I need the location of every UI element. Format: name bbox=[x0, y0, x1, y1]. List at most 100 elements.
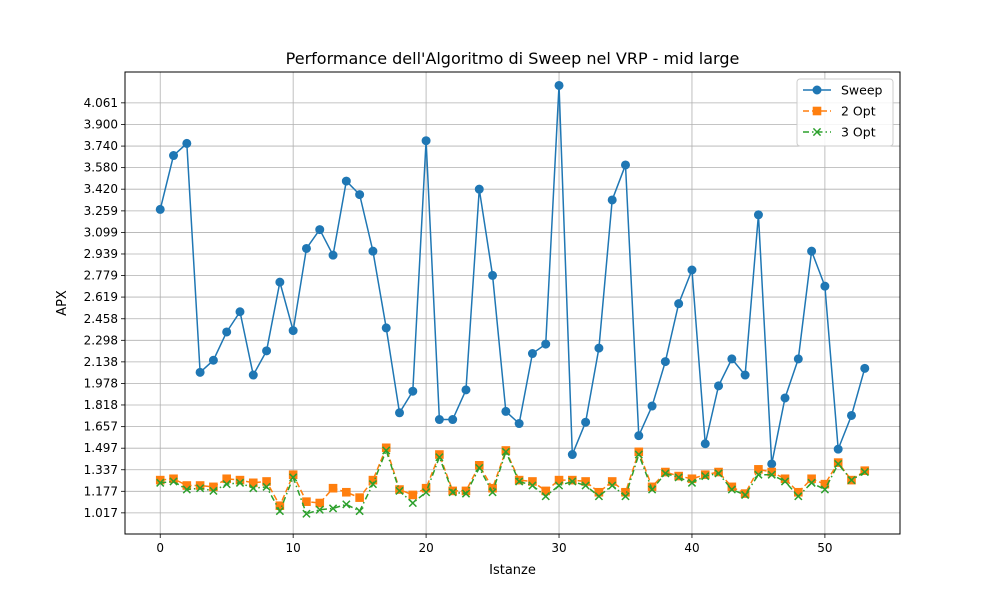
data-point-3-opt bbox=[195, 484, 205, 493]
x-marker-stroke bbox=[156, 478, 165, 487]
y-tick-label: 3.420 bbox=[84, 182, 118, 196]
data-point-2-opt bbox=[342, 487, 351, 497]
y-tick-label: 2.298 bbox=[84, 333, 118, 347]
data-point-3-opt bbox=[169, 477, 178, 486]
x-tick-label: 0 bbox=[156, 541, 164, 555]
x-marker-stroke bbox=[528, 481, 537, 490]
data-point-sweep bbox=[488, 270, 498, 280]
data-point-sweep bbox=[421, 136, 431, 146]
data-point-3-opt bbox=[727, 485, 736, 494]
x-marker-stroke bbox=[235, 478, 245, 487]
data-point-sweep bbox=[208, 355, 218, 365]
x-tick-label: 10 bbox=[286, 541, 301, 555]
data-point-3-opt bbox=[634, 450, 643, 459]
data-point-sweep bbox=[381, 323, 391, 333]
data-point-3-opt bbox=[275, 506, 284, 516]
data-point-2-opt bbox=[607, 477, 617, 486]
y-tick-label: 1.337 bbox=[84, 463, 118, 477]
x-marker-stroke bbox=[608, 481, 617, 490]
x-marker-stroke bbox=[581, 481, 590, 490]
data-point-3-opt bbox=[475, 463, 484, 473]
data-point-2-opt bbox=[767, 467, 777, 477]
x-marker-stroke bbox=[568, 477, 577, 486]
data-point-2-opt bbox=[833, 458, 843, 467]
data-point-sweep bbox=[846, 410, 856, 420]
data-point-sweep bbox=[581, 417, 591, 427]
x-marker-stroke bbox=[621, 492, 630, 501]
plot-frame bbox=[124, 71, 901, 535]
x-marker-stroke bbox=[647, 485, 657, 494]
data-point-3-opt bbox=[395, 486, 404, 496]
x-marker-stroke bbox=[767, 470, 776, 479]
data-point-sweep bbox=[780, 393, 790, 403]
grid bbox=[125, 72, 900, 534]
x-marker-stroke bbox=[674, 473, 683, 482]
data-point-3-opt bbox=[156, 478, 165, 487]
data-point-3-opt bbox=[421, 488, 431, 497]
data-point-sweep bbox=[740, 370, 750, 380]
x-marker-stroke bbox=[435, 453, 444, 462]
data-point-2-opt bbox=[700, 470, 710, 480]
x-marker-stroke bbox=[634, 450, 643, 459]
data-point-2-opt bbox=[754, 465, 763, 474]
data-point-3-opt bbox=[249, 484, 258, 493]
x-marker-stroke bbox=[807, 478, 816, 487]
x-marker-stroke bbox=[182, 485, 191, 494]
data-point-3-opt bbox=[754, 470, 763, 479]
x-marker-stroke bbox=[289, 473, 298, 482]
data-point-3-opt bbox=[289, 473, 298, 482]
x-tick-label: 20 bbox=[418, 541, 433, 555]
y-tick-label: 3.580 bbox=[84, 161, 118, 175]
y-axis-ticks: 1.017 1.177 1.337 1.497 1.657 1.818 1.978 2.138… bbox=[84, 96, 125, 520]
y-tick-label: 2.138 bbox=[84, 355, 118, 369]
data-point-3-opt bbox=[501, 447, 510, 456]
series-sweep bbox=[155, 80, 870, 469]
data-point-2-opt bbox=[661, 467, 670, 477]
data-point-3-opt bbox=[834, 459, 843, 469]
data-point-sweep bbox=[461, 385, 471, 395]
x-marker-stroke bbox=[701, 471, 710, 481]
data-point-sweep bbox=[647, 401, 657, 411]
data-point-sweep bbox=[155, 204, 165, 214]
data-point-sweep bbox=[687, 265, 697, 275]
legend-label: 2 Opt bbox=[841, 104, 876, 119]
data-point-2-opt bbox=[222, 474, 231, 484]
data-point-3-opt bbox=[302, 509, 311, 518]
y-axis-label: APX bbox=[55, 290, 70, 316]
data-point-3-opt bbox=[368, 480, 378, 489]
x-marker-stroke bbox=[860, 467, 869, 477]
x-marker-stroke bbox=[754, 470, 763, 479]
y-tick-label: 3.740 bbox=[84, 139, 118, 153]
data-point-3-opt bbox=[767, 470, 776, 479]
data-point-3-opt bbox=[554, 481, 564, 490]
data-point-sweep bbox=[235, 307, 245, 317]
data-point-sweep bbox=[567, 450, 577, 460]
data-point-2-opt bbox=[355, 493, 364, 502]
legend: Sweep 2 Opt 3 Opt bbox=[796, 78, 894, 147]
data-point-sweep bbox=[222, 327, 232, 337]
x-marker-stroke bbox=[395, 486, 404, 496]
data-point-2-opt bbox=[554, 475, 564, 485]
data-point-2-opt bbox=[461, 486, 471, 496]
x-tick-label: 30 bbox=[551, 541, 566, 555]
data-point-3-opt bbox=[594, 492, 604, 501]
y-tick-label: 1.978 bbox=[84, 376, 118, 390]
data-point-2-opt bbox=[568, 475, 577, 485]
data-point-sweep bbox=[620, 160, 630, 170]
x-axis-label: Istanze bbox=[489, 563, 536, 578]
chart-title: Performance dell'Algoritmo di Sweep nel … bbox=[286, 49, 740, 68]
x-marker-stroke bbox=[195, 484, 205, 493]
x-marker-stroke bbox=[421, 488, 431, 497]
data-point-sweep bbox=[248, 370, 258, 380]
legend-marker bbox=[812, 127, 822, 137]
data-point-2-opt bbox=[182, 481, 192, 490]
data-point-sweep bbox=[833, 444, 843, 454]
x-marker-stroke bbox=[461, 489, 471, 498]
data-point-sweep bbox=[169, 151, 179, 161]
data-point-sweep bbox=[195, 367, 205, 377]
x-marker-stroke bbox=[448, 488, 457, 497]
data-point-3-opt bbox=[408, 498, 417, 508]
data-point-2-opt bbox=[727, 482, 737, 492]
x-marker-stroke bbox=[382, 446, 391, 455]
legend-label: Sweep bbox=[841, 83, 883, 98]
